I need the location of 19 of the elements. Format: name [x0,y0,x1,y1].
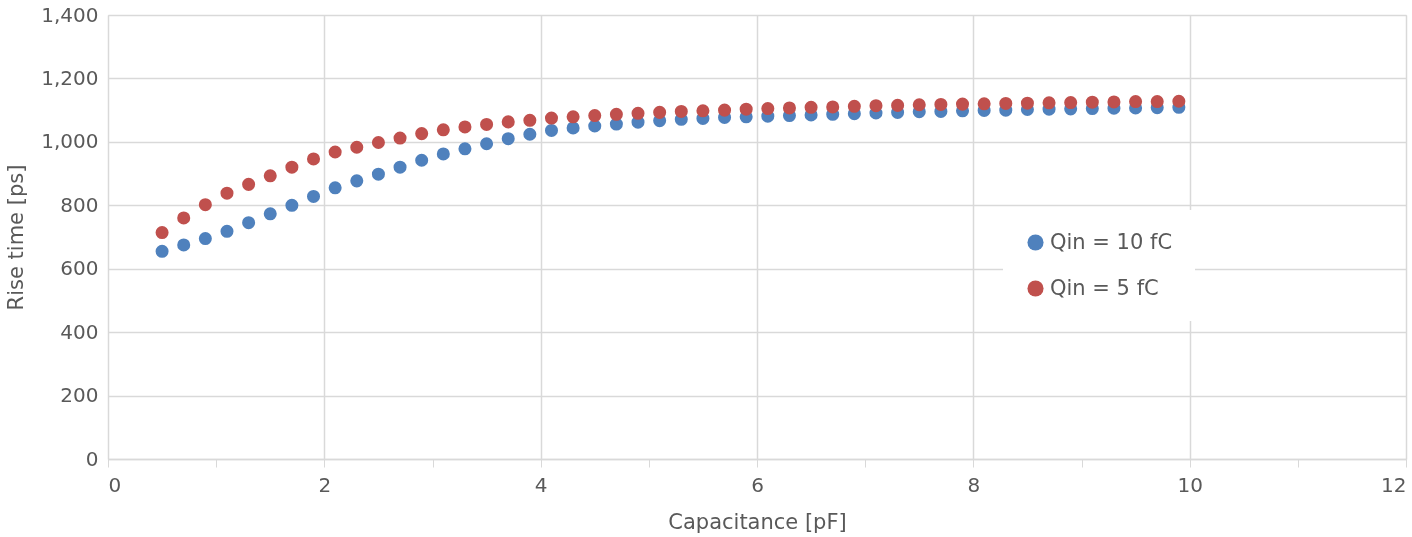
legend-label: Qin = 10 fC [1050,229,1173,254]
legend-label: Qin = 5 fC [1050,275,1159,300]
y-tick-label: 200 [60,383,99,408]
x-tick-label: 10 [1177,472,1203,497]
y-tick-label: 600 [60,256,99,281]
y-tick-label: 400 [60,319,99,344]
y-tick-label: 1,200 [41,65,99,90]
x-tick-label: 6 [751,472,764,497]
x-tick-label: 2 [318,472,332,497]
y-axis-title: Rise time [ps] [4,164,29,311]
x-tick-label: 4 [534,472,548,497]
y-tick-label: 800 [60,192,99,217]
x-axis-title: Capacitance [pF] [668,509,847,534]
y-tick-label: 1,400 [41,2,99,27]
x-tick-label: 12 [1381,472,1407,497]
y-tick-label: 0 [85,446,99,471]
y-tick-label: 1,000 [41,129,99,154]
x-tick-label: 0 [108,472,122,497]
x-tick-label: 8 [967,472,981,497]
